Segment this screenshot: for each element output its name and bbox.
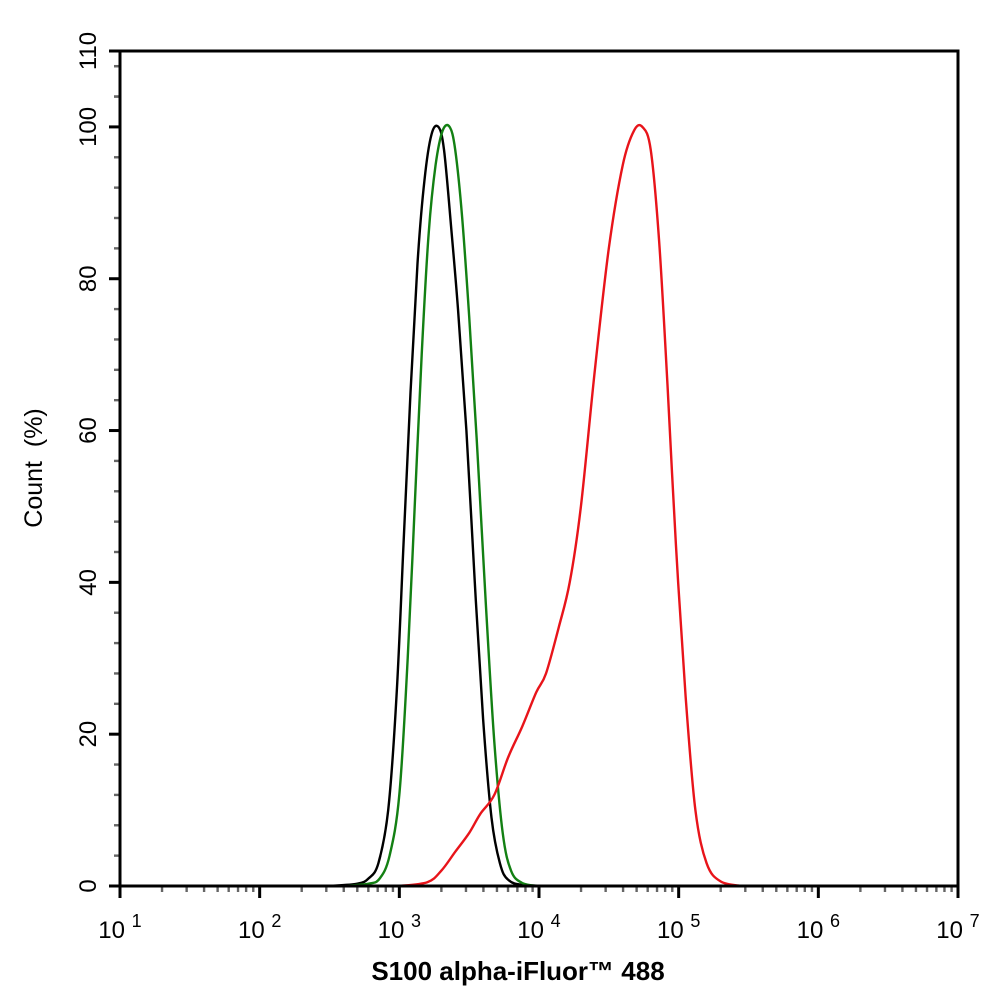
x-tick-label: 10 7 xyxy=(936,911,979,944)
major-ticks xyxy=(109,49,960,898)
y-tick-label: 20 xyxy=(75,721,102,748)
x-tick-label: 10 3 xyxy=(378,911,421,944)
y-tick-label: 40 xyxy=(75,569,102,596)
x-tick-label: 10 6 xyxy=(797,911,840,944)
curve-green xyxy=(343,123,540,888)
x-tick-label: 10 4 xyxy=(517,911,560,944)
x-tick-label: 10 2 xyxy=(238,911,281,944)
x-axis-label: S100 alpha-iFluor™ 488 xyxy=(371,956,664,986)
x-axis-tick-labels: 10 1 10 2 10 3 10 4 10 5 10 6 10 7 xyxy=(98,911,979,944)
x-tick-label: 10 1 xyxy=(98,911,141,944)
y-tick-label: 100 xyxy=(75,107,102,147)
minor-ticks xyxy=(114,64,953,892)
curve-black xyxy=(329,124,567,888)
y-axis-label: Count (%) xyxy=(20,408,48,527)
curve-red xyxy=(399,123,742,888)
y-tick-label: 110 xyxy=(75,32,102,70)
x-tick-label: 10 5 xyxy=(657,911,700,944)
histogram-curves xyxy=(329,123,742,888)
y-tick-label: 0 xyxy=(75,879,102,892)
y-tick-label: 80 xyxy=(75,265,102,292)
y-axis-tick-labels: 0 20 40 60 80 100 110 xyxy=(75,32,102,893)
plot-frame xyxy=(118,49,960,888)
y-tick-label: 60 xyxy=(75,417,102,444)
